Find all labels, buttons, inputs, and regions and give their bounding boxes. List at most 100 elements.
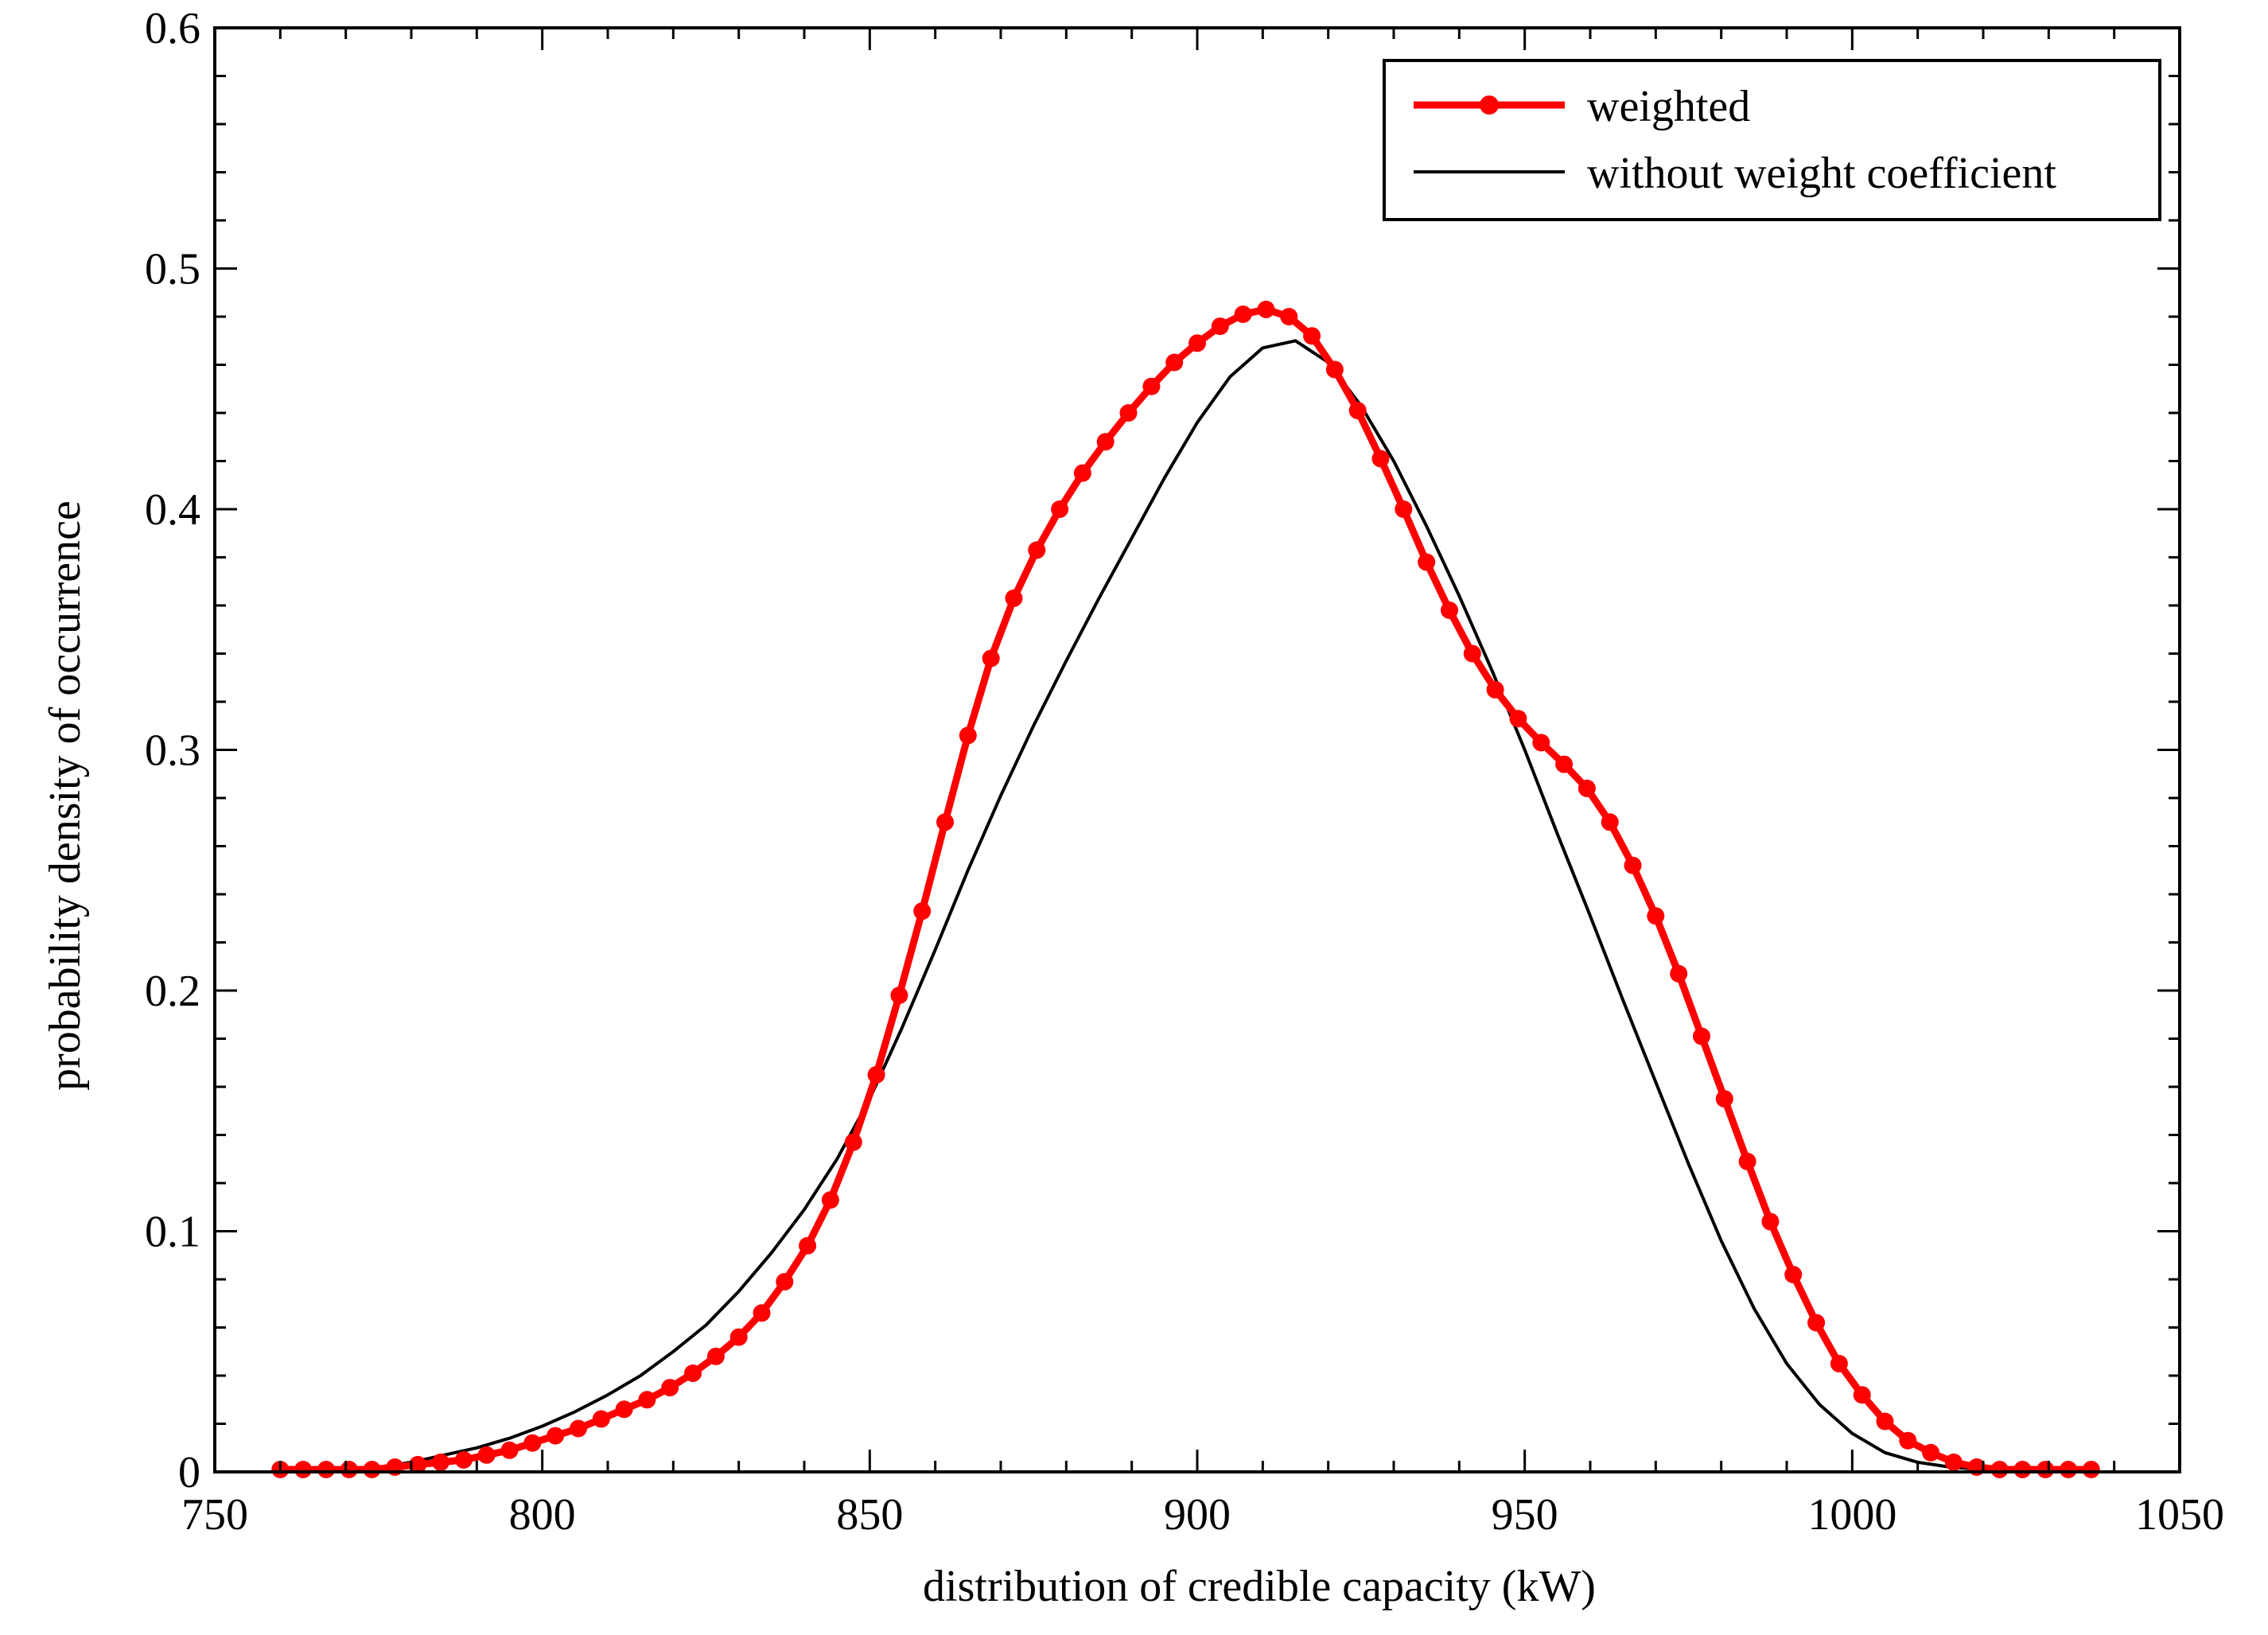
data-point-weighted [294,1461,313,1478]
data-point-weighted [1670,964,1688,983]
data-point-weighted [1005,589,1023,607]
data-point-weighted [959,726,977,745]
data-point-weighted [1395,500,1413,518]
data-point-weighted [1211,317,1229,336]
data-point-weighted [2037,1461,2055,1478]
data-point-weighted [1051,500,1069,518]
data-point-weighted [1463,644,1481,663]
data-point-weighted [799,1236,817,1255]
x-tick-label: 1000 [1807,1490,1896,1540]
data-point-weighted [1990,1461,2009,1478]
data-point-weighted [844,1133,862,1151]
data-point-weighted [1441,601,1458,619]
data-point-weighted [1532,734,1550,752]
data-point-weighted [661,1379,679,1397]
data-point-weighted [753,1304,771,1322]
data-point-weighted [867,1065,885,1084]
data-point-weighted [1944,1453,1963,1471]
y-tick-label: 0.6 [145,4,200,53]
x-tick-label: 950 [1492,1490,1558,1540]
data-point-weighted [1577,779,1596,797]
data-point-weighted [2013,1461,2032,1478]
data-point-weighted [1555,755,1574,773]
data-point-weighted [1418,553,1436,571]
data-point-weighted [615,1400,633,1419]
y-tick-label: 0.4 [145,485,200,535]
data-point-weighted [1738,1152,1756,1170]
data-point-weighted [913,902,932,921]
y-tick-label: 0 [178,1448,200,1497]
data-point-weighted [1257,300,1275,318]
tick-labels-layer: 750 800 850 900 950 1000 1050 0 0.1 0.2 0.3 0.4 0.5 0… [145,4,2224,1540]
data-point-weighted [1165,353,1184,372]
data-point-weighted [1371,450,1390,468]
legend-box [1383,59,2161,221]
data-point-weighted [1624,856,1642,874]
data-point-weighted [890,987,908,1004]
data-point-weighted [1280,308,1298,325]
y-tick-label: 0.2 [145,967,200,1016]
legend-label-weighted: weighted [1587,82,1750,131]
data-point-weighted [1601,813,1619,831]
data-point-weighted [432,1453,449,1471]
data-point-weighted [1234,306,1252,323]
data-point-weighted [500,1441,519,1459]
legend-label-without-weight-coefficient: without weight coefficient [1587,149,2056,198]
data-point-weighted [1784,1266,1803,1283]
data-point-weighted [317,1461,335,1478]
ticks-layer [213,26,2181,1473]
data-point-weighted [638,1391,656,1409]
legend-swatch-weighted-marker [1480,95,1499,115]
data-point-weighted [1486,680,1504,699]
x-tick-label: 800 [509,1490,576,1540]
data-point-weighted [936,813,954,831]
data-point-weighted [1693,1027,1710,1045]
data-point-weighted [340,1461,358,1478]
x-axis-title: distribution of credible capacity (kW) [923,1562,1596,1611]
data-point-weighted [1899,1431,1917,1450]
data-point-weighted [1119,404,1138,422]
data-point-weighted [592,1410,610,1428]
legend: weighted without weight coefficient [1383,59,2161,221]
data-point-weighted [1096,433,1115,451]
x-tick-label: 1050 [2135,1490,2224,1540]
x-tick-label: 750 [181,1490,248,1540]
data-point-weighted [1830,1354,1848,1372]
data-point-weighted [1761,1213,1780,1231]
data-point-weighted [454,1450,473,1469]
data-point-weighted [1073,464,1091,482]
data-point-weighted [477,1446,496,1464]
data-point-weighted [1028,541,1046,559]
plot-frame [213,26,2181,1473]
data-point-weighted [821,1191,839,1209]
data-point-weighted [2082,1461,2100,1478]
data-point-weighted [1348,402,1367,419]
data-point-weighted [1188,334,1206,352]
data-point-weighted [1142,377,1161,395]
y-tick-label: 0.3 [145,726,200,776]
series-layer [271,300,2100,1478]
data-point-weighted [1876,1412,1894,1431]
y-axis-title: probability density of occurrence [41,500,90,1091]
data-point-weighted [570,1419,587,1438]
series-line-weighted [276,306,2095,1473]
data-point-weighted [2060,1461,2077,1478]
data-point-weighted [1303,327,1321,345]
data-point-weighted [363,1461,381,1478]
data-point-weighted [1715,1090,1733,1108]
data-point-weighted [729,1328,748,1346]
data-point-weighted [1325,360,1344,379]
data-point-weighted [776,1273,794,1290]
data-point-weighted [1509,710,1527,728]
y-tick-label: 0.5 [145,245,200,294]
x-tick-label: 900 [1164,1490,1231,1540]
data-point-weighted [982,649,1000,668]
data-point-weighted [409,1455,427,1473]
data-point-weighted [547,1427,565,1445]
data-point-weighted [684,1364,702,1382]
data-point-weighted [706,1347,725,1365]
data-point-weighted [1853,1386,1871,1404]
y-tick-label: 0.1 [145,1208,200,1257]
data-point-weighted [1922,1443,1940,1462]
